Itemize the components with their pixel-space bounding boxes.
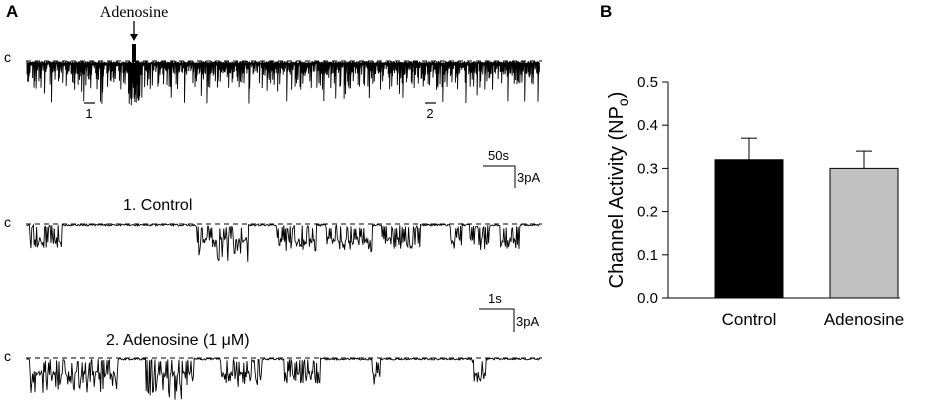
y-tick-label: 0.4 (637, 117, 658, 134)
scalebar-top-current: 3pA (517, 170, 540, 185)
trace-title-control: 1. Control (123, 197, 192, 214)
scalebar-bottom-current: 3pA (516, 314, 539, 329)
y-axis-title: Channel Activity (NPo) (606, 92, 631, 289)
bar-adenosine (829, 167, 899, 299)
bar-chart: 0.0 0.1 0.2 0.3 0.4 0.5 Control Adenosine Channe… (606, 74, 904, 329)
panel-b-letter: B (600, 2, 612, 21)
scalebar-bottom-time: 1s (488, 291, 502, 306)
trace-long-recording (26, 60, 540, 106)
adenosine-application-mark (132, 44, 136, 62)
scalebar-top (483, 165, 516, 188)
panel-a-letter: A (6, 2, 18, 21)
y-tick-label: 0.2 (637, 204, 658, 221)
closed-level-label-3: c (4, 348, 11, 364)
x-category-label: Control (722, 310, 777, 329)
scalebar-bottom (479, 308, 515, 332)
trace-control (26, 222, 540, 262)
segment-1-label: 1 (85, 106, 92, 121)
scalebar-top-time: 50s (488, 148, 509, 163)
bar-control (714, 159, 784, 299)
adenosine-marker-label: Adenosine (100, 4, 168, 21)
trace-title-adenosine: 2. Adenosine (1 μM) (106, 332, 250, 349)
y-tick-label: 0.5 (637, 74, 658, 91)
y-tick-label: 0.1 (637, 247, 658, 264)
trace-adenosine (26, 356, 541, 400)
x-category-label: Adenosine (824, 310, 904, 329)
y-tick-label: 0.0 (637, 290, 658, 307)
closed-level-label-2: c (4, 214, 11, 230)
y-tick-label: 0.3 (637, 160, 658, 177)
segment-2-label: 2 (426, 106, 433, 121)
adenosine-arrow-head (130, 34, 138, 41)
closed-level-label-1: c (4, 49, 11, 65)
